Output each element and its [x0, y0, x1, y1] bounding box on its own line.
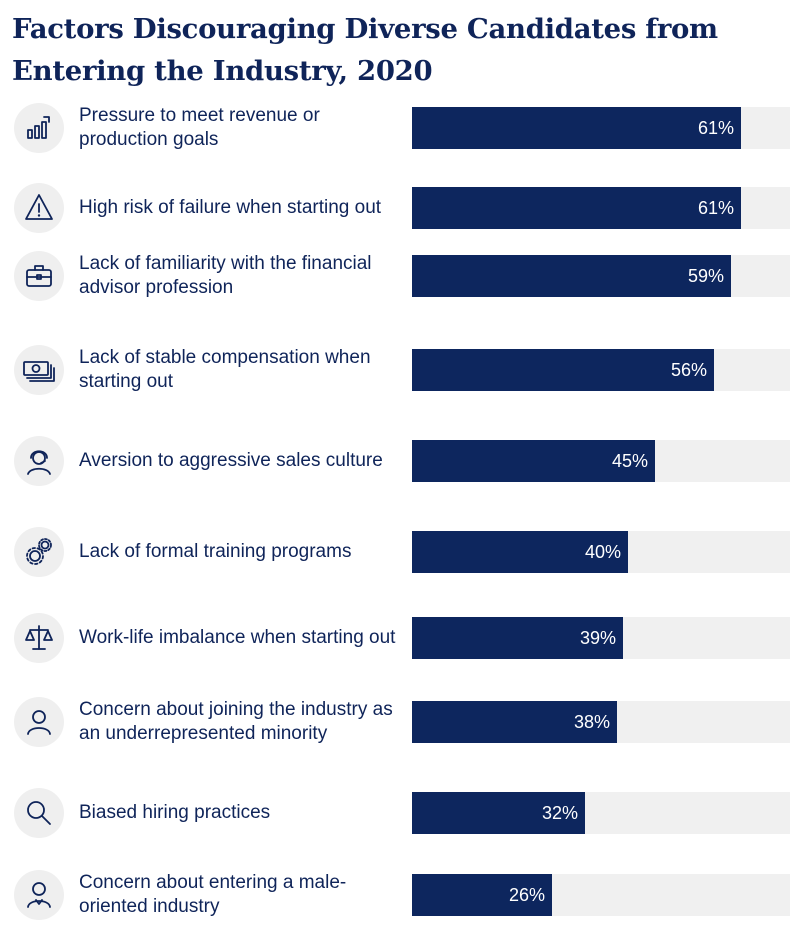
- briefcase-icon: [14, 251, 64, 301]
- bar-value-label: 56%: [670, 360, 707, 380]
- bar-chart-icon: [14, 103, 64, 153]
- bar-value-label: 38%: [573, 712, 610, 732]
- chart-title: Factors Discouraging Diverse Candidates …: [12, 13, 718, 87]
- bar: 45%: [412, 440, 655, 482]
- bar-value-label: 59%: [687, 266, 724, 286]
- category-label: Biased hiring practices: [79, 802, 271, 823]
- bar-value-label: 39%: [579, 628, 616, 648]
- category-label: Lack of stable compensation when startin…: [79, 347, 371, 392]
- category-label: Pressure to meet revenue or production g…: [79, 105, 320, 150]
- bar-track: 26%: [412, 874, 790, 916]
- bar: 26%: [412, 874, 552, 916]
- bar-track: 40%: [412, 531, 790, 573]
- category-label: Lack of familiarity with the financial a…: [79, 253, 372, 298]
- bar-track: 39%: [412, 617, 790, 659]
- bar-track: 56%: [412, 349, 790, 391]
- bar-track: 38%: [412, 701, 790, 743]
- bar: 32%: [412, 792, 585, 834]
- bar: 59%: [412, 255, 731, 297]
- category-label: Concern about joining the industry as an…: [79, 699, 393, 744]
- bar-track: 32%: [412, 792, 790, 834]
- bar-value-label: 45%: [611, 451, 648, 471]
- bar-value-label: 32%: [541, 803, 578, 823]
- person-icon: [14, 697, 64, 747]
- magnifier-icon: [14, 788, 64, 838]
- headset-person-icon: [14, 436, 64, 486]
- bar: 39%: [412, 617, 623, 659]
- scale-icon: [14, 613, 64, 663]
- warning-icon: [14, 183, 64, 233]
- gears-icon: [14, 527, 64, 577]
- bar: 40%: [412, 531, 628, 573]
- bar-value-label: 26%: [508, 885, 545, 905]
- bar-value-label: 61%: [697, 198, 734, 218]
- bar: 56%: [412, 349, 714, 391]
- bar-track: 45%: [412, 440, 790, 482]
- category-label: High risk of failure when starting out: [79, 197, 382, 218]
- bar: 61%: [412, 187, 741, 229]
- bar-value-label: 40%: [584, 542, 621, 562]
- bar-value-label: 61%: [697, 118, 734, 138]
- category-label: Work-life imbalance when starting out: [79, 627, 396, 648]
- businessperson-icon: [14, 870, 64, 920]
- bar-track: 61%: [412, 107, 790, 149]
- category-label: Lack of formal training programs: [79, 541, 352, 562]
- money-icon: [14, 345, 64, 395]
- category-label: Concern about entering a male-oriented i…: [79, 872, 347, 917]
- bar-track: 61%: [412, 187, 790, 229]
- bar: 61%: [412, 107, 741, 149]
- bar: 38%: [412, 701, 617, 743]
- category-label: Aversion to aggressive sales culture: [79, 450, 383, 471]
- bar-track: 59%: [412, 255, 790, 297]
